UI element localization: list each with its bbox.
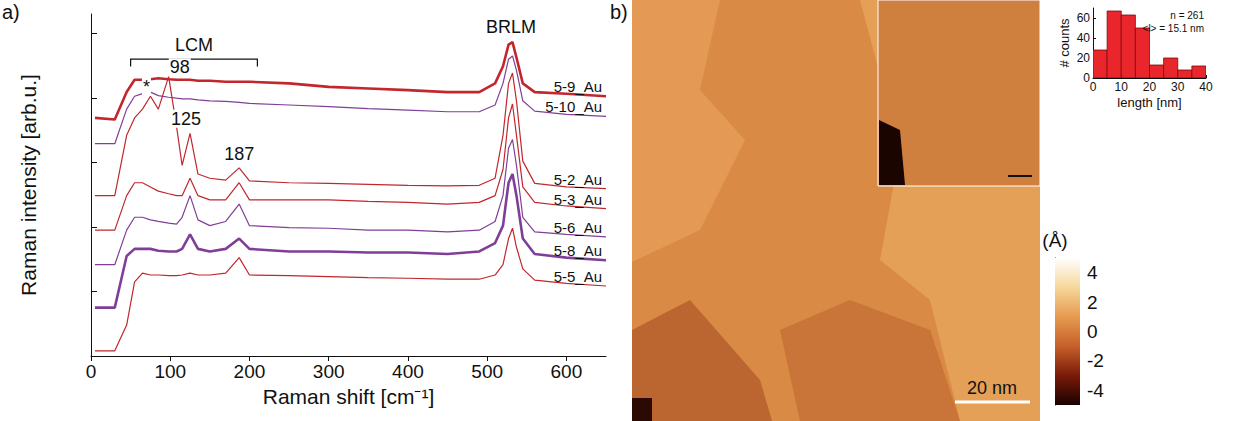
svg-text:5-2_Au: 5-2_Au bbox=[554, 171, 602, 188]
svg-text:BRLM: BRLM bbox=[486, 17, 536, 37]
svg-text:# counts: # counts bbox=[1057, 18, 1072, 68]
svg-text:<l> = 15.1 nm: <l> = 15.1 nm bbox=[1143, 23, 1204, 34]
svg-text:200: 200 bbox=[234, 361, 266, 382]
svg-text:5-10_Au: 5-10_Au bbox=[545, 98, 602, 115]
svg-text:-4: -4 bbox=[1087, 380, 1104, 401]
svg-text:400: 400 bbox=[392, 361, 424, 382]
svg-text:(Å): (Å) bbox=[1042, 230, 1067, 251]
svg-text:a): a) bbox=[2, 1, 20, 23]
svg-text:60: 60 bbox=[1077, 11, 1091, 25]
svg-text:125: 125 bbox=[171, 109, 201, 129]
svg-text:600: 600 bbox=[551, 361, 583, 382]
svg-text:*: * bbox=[143, 77, 150, 97]
svg-text:Raman intensity [arb.u.]: Raman intensity [arb.u.] bbox=[17, 74, 40, 296]
svg-text:10: 10 bbox=[1115, 80, 1129, 94]
svg-text:-2: -2 bbox=[1087, 350, 1104, 371]
svg-text:100: 100 bbox=[154, 361, 186, 382]
svg-text:LCM: LCM bbox=[175, 35, 213, 55]
svg-text:300: 300 bbox=[313, 361, 345, 382]
svg-text:20 nm: 20 nm bbox=[967, 378, 1017, 398]
svg-text:30: 30 bbox=[1171, 80, 1185, 94]
svg-text:5-5_Au: 5-5_Au bbox=[554, 268, 602, 285]
svg-text:5-3_Au: 5-3_Au bbox=[554, 191, 602, 208]
svg-text:length [nm]: length [nm] bbox=[1117, 95, 1181, 110]
svg-text:5-9_Au: 5-9_Au bbox=[554, 78, 602, 95]
svg-text:n = 261: n = 261 bbox=[1170, 10, 1204, 21]
svg-text:4: 4 bbox=[1087, 262, 1098, 283]
svg-text:20: 20 bbox=[1077, 51, 1091, 65]
svg-text:98: 98 bbox=[170, 57, 190, 77]
svg-text:0: 0 bbox=[1087, 321, 1098, 342]
svg-text:187: 187 bbox=[224, 144, 254, 164]
svg-text:b): b) bbox=[610, 1, 628, 23]
svg-text:20: 20 bbox=[1143, 80, 1157, 94]
svg-text:0: 0 bbox=[86, 361, 97, 382]
svg-text:40: 40 bbox=[1199, 80, 1213, 94]
svg-text:5-8_Au: 5-8_Au bbox=[554, 242, 602, 259]
svg-text:0: 0 bbox=[1083, 71, 1090, 85]
svg-text:40: 40 bbox=[1077, 31, 1091, 45]
svg-text:0: 0 bbox=[1090, 80, 1097, 94]
svg-text:5-6_Au: 5-6_Au bbox=[554, 219, 602, 236]
svg-text:Raman shift [cm⁻¹]: Raman shift [cm⁻¹] bbox=[263, 385, 435, 408]
svg-text:2: 2 bbox=[1087, 292, 1098, 313]
svg-text:500: 500 bbox=[471, 361, 503, 382]
